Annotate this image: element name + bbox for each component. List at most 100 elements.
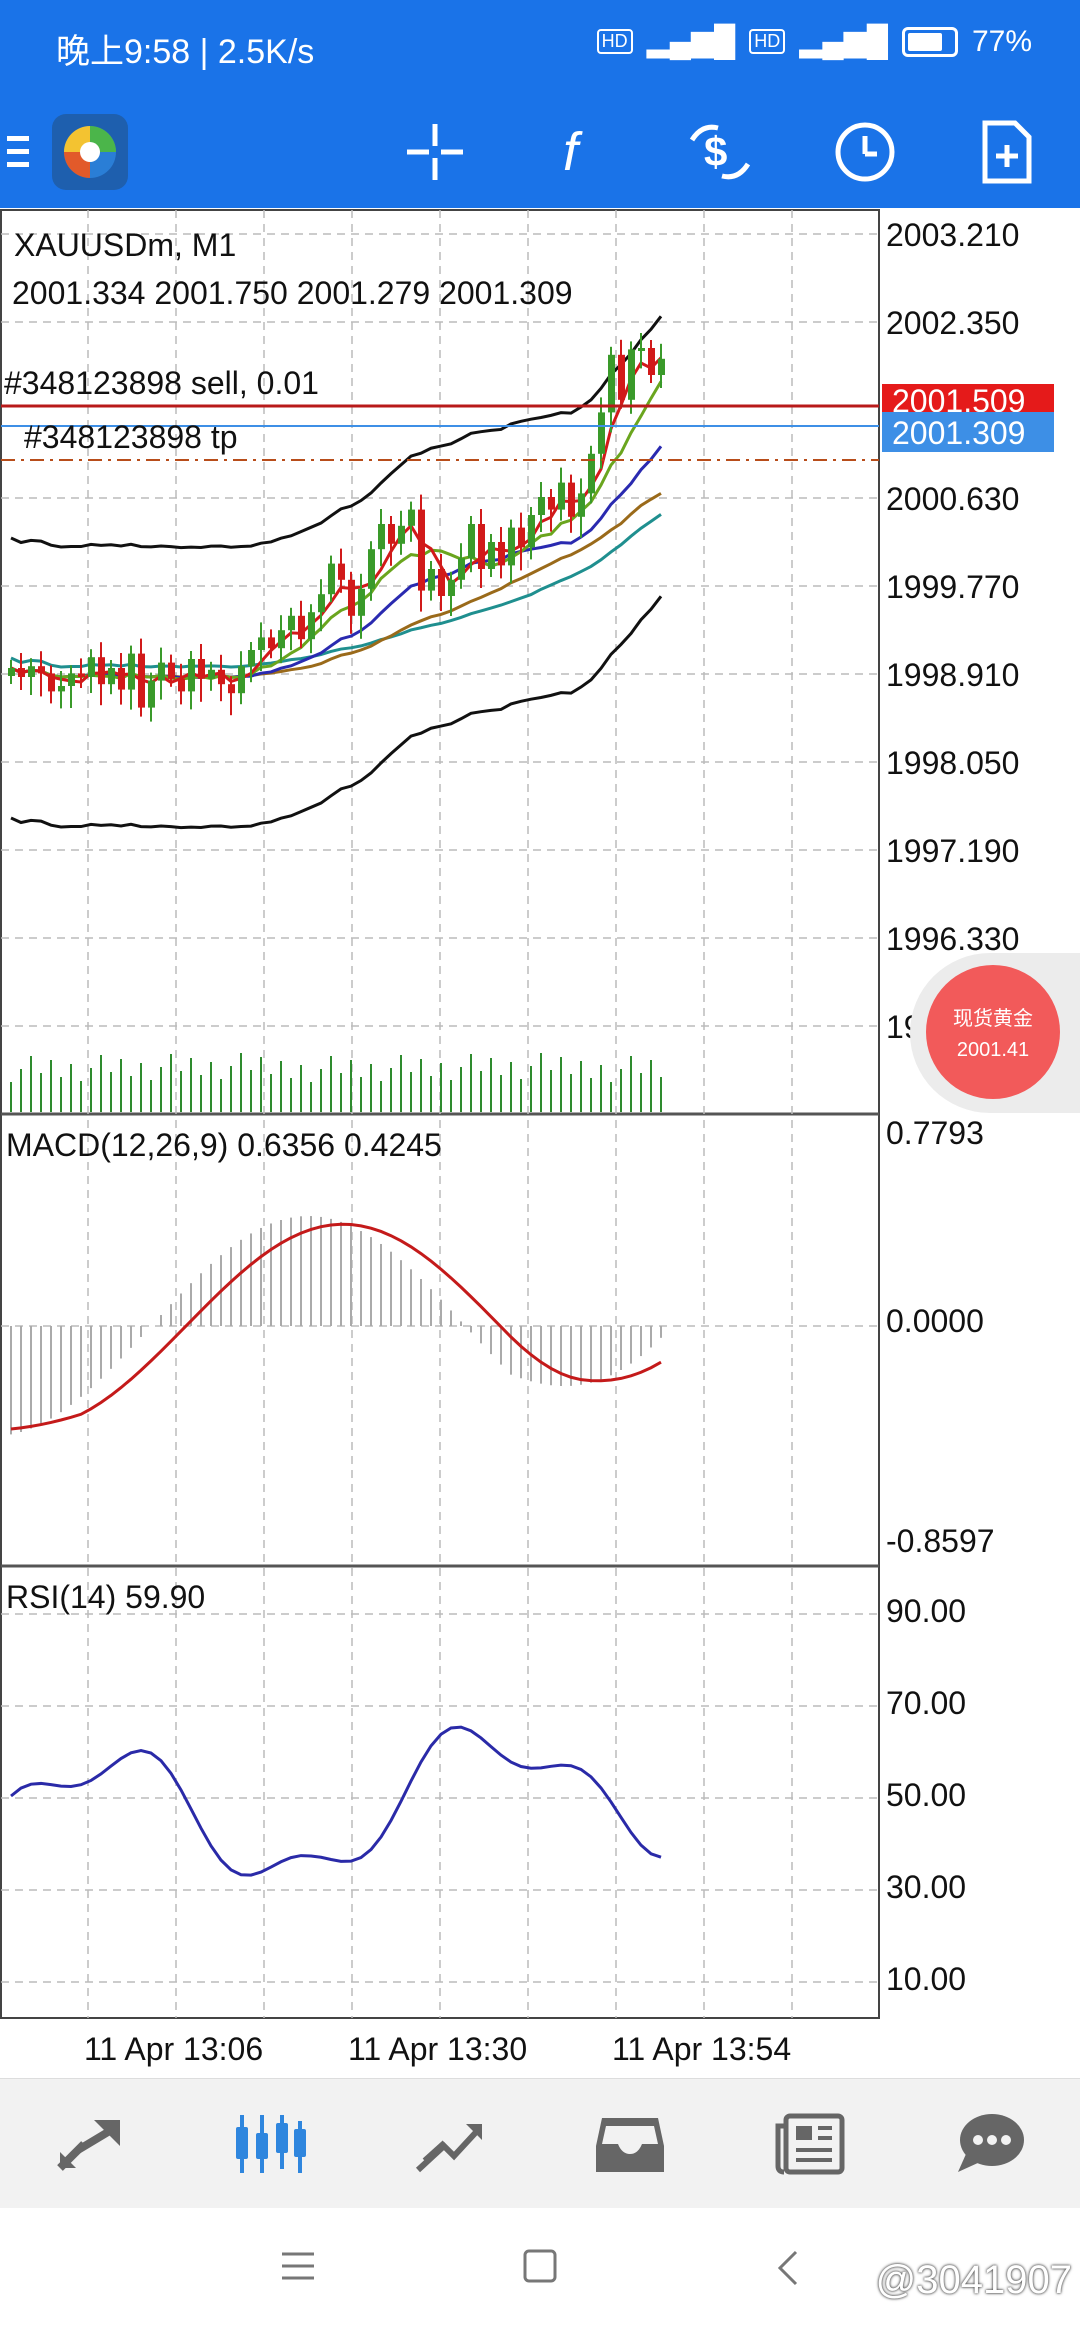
candle-body (368, 549, 375, 589)
candle-body (478, 524, 485, 569)
symbol-label: XAUUSDm, M1 (14, 227, 236, 263)
nav-trade[interactable] (360, 2079, 540, 2209)
bollinger-lower (10, 595, 663, 830)
function-icon[interactable]: f (545, 95, 615, 208)
chart-area[interactable]: XAUUSDm, M1 2001.334 2001.750 2001.279 2… (0, 208, 1080, 2078)
app-logo-icon (48, 95, 132, 208)
candle-body (618, 354, 625, 400)
candle-body (518, 527, 525, 548)
new-order-icon[interactable] (972, 95, 1042, 208)
battery-icon (901, 26, 958, 57)
candle-body (158, 662, 165, 681)
spot-gold-title: 现货黄金 (953, 1008, 1033, 1030)
price-chart[interactable]: XAUUSDm, M1 2001.334 2001.750 2001.279 2… (0, 208, 1080, 2078)
battery-percent: 77% (971, 24, 1032, 58)
trade-icon[interactable]: $ (680, 95, 760, 208)
bid-price-tag (882, 412, 1054, 452)
candle-body (418, 509, 425, 591)
bid-price-tag-text: 2001.309 (892, 415, 1025, 451)
candle-body (568, 482, 575, 517)
svg-text:f: f (563, 122, 583, 182)
nav-quotes[interactable] (0, 2079, 180, 2209)
candle-body (598, 412, 605, 454)
candle-body (288, 615, 295, 631)
candle-body (218, 669, 225, 685)
sell-order-label: #348123898 sell, 0.01 (4, 365, 319, 401)
nav-news[interactable] (720, 2079, 900, 2209)
candle-body (538, 497, 545, 515)
system-navigation-bar (0, 2208, 1080, 2340)
price-tick: 1999.770 (886, 569, 1019, 605)
menu-icon[interactable] (0, 95, 40, 208)
price-tick: 1998.910 (886, 657, 1019, 693)
tp-label: #348123898 tp (24, 419, 238, 455)
history-icon[interactable] (830, 95, 900, 208)
rsi-line (10, 1725, 662, 1877)
hd-badge-2: HD (749, 29, 786, 54)
news-icon (775, 2113, 845, 2175)
candle-body (588, 453, 595, 494)
ma-line-blue (10, 445, 663, 680)
messages-icon (958, 2114, 1024, 2172)
candle-body (58, 686, 65, 692)
candle-body (178, 678, 185, 692)
candle-body (548, 497, 555, 510)
spot-gold-widget[interactable]: 现货黄金 2001.41 (910, 953, 1080, 1113)
candle-body (648, 348, 655, 375)
price-tick: 1996.330 (886, 921, 1019, 957)
candle-body (638, 348, 645, 351)
status-indicators: HD ▂▄▆█ HD ▂▄▆█ 77% (596, 24, 1032, 59)
trade-nav-icon (415, 2124, 482, 2173)
candle-body (118, 668, 125, 690)
rsi-tick: 10.00 (886, 1961, 966, 1997)
candle-body (128, 653, 135, 690)
rsi-tick: 70.00 (886, 1685, 966, 1721)
candle-body (68, 673, 75, 686)
time-tick: 11 Apr 13:54 (612, 2031, 791, 2067)
candle-body (198, 659, 205, 679)
candle-body (318, 594, 325, 613)
candle-body (248, 650, 255, 667)
rsi-tick: 90.00 (886, 1593, 966, 1629)
bottom-navigation (0, 2078, 1080, 2209)
candle-body (378, 524, 385, 550)
candle-body (308, 612, 315, 640)
candle-body (188, 659, 195, 692)
candle-body (578, 493, 585, 517)
candle-body (338, 563, 345, 580)
candle-body (168, 662, 175, 679)
candle-body (298, 615, 305, 640)
home-icon[interactable] (522, 2248, 558, 2289)
candle-body (208, 669, 215, 679)
candle-body (398, 525, 405, 544)
price-tick: 2000.630 (886, 481, 1019, 517)
inbox-icon (596, 2118, 664, 2172)
candle-body (468, 524, 475, 559)
candle-body (148, 680, 155, 708)
candle-body (228, 684, 235, 694)
crosshair-icon[interactable] (400, 95, 470, 208)
candle-body (18, 668, 25, 677)
candle-body (328, 563, 335, 595)
macd-signal-line (10, 1222, 662, 1431)
rsi-label: RSI(14) 59.90 (6, 1579, 205, 1615)
svg-text:$: $ (704, 128, 727, 175)
nav-messages[interactable] (900, 2079, 1080, 2209)
ohlc-values: 2001.334 2001.750 2001.279 2001.309 (12, 275, 573, 311)
candle-body (658, 358, 665, 375)
back-icon[interactable] (774, 2248, 802, 2293)
candle-body (448, 579, 455, 596)
quotes-icon (57, 2120, 120, 2171)
candle-body (88, 657, 95, 677)
macd-tick: -0.8597 (886, 1523, 995, 1559)
status-bar: 晚上9:58 | 2.5K/s HD ▂▄▆█ HD ▂▄▆█ 77% (0, 0, 1080, 95)
nav-history[interactable] (540, 2079, 720, 2209)
candle-body (498, 542, 505, 566)
candle-body (628, 349, 635, 400)
spot-gold-button[interactable]: 现货黄金 2001.41 (926, 965, 1060, 1099)
candle-body (608, 354, 615, 413)
nav-chart[interactable] (180, 2079, 360, 2209)
recents-icon[interactable] (280, 2248, 316, 2289)
candle-body (98, 657, 105, 685)
chart-icon (236, 2115, 306, 2173)
